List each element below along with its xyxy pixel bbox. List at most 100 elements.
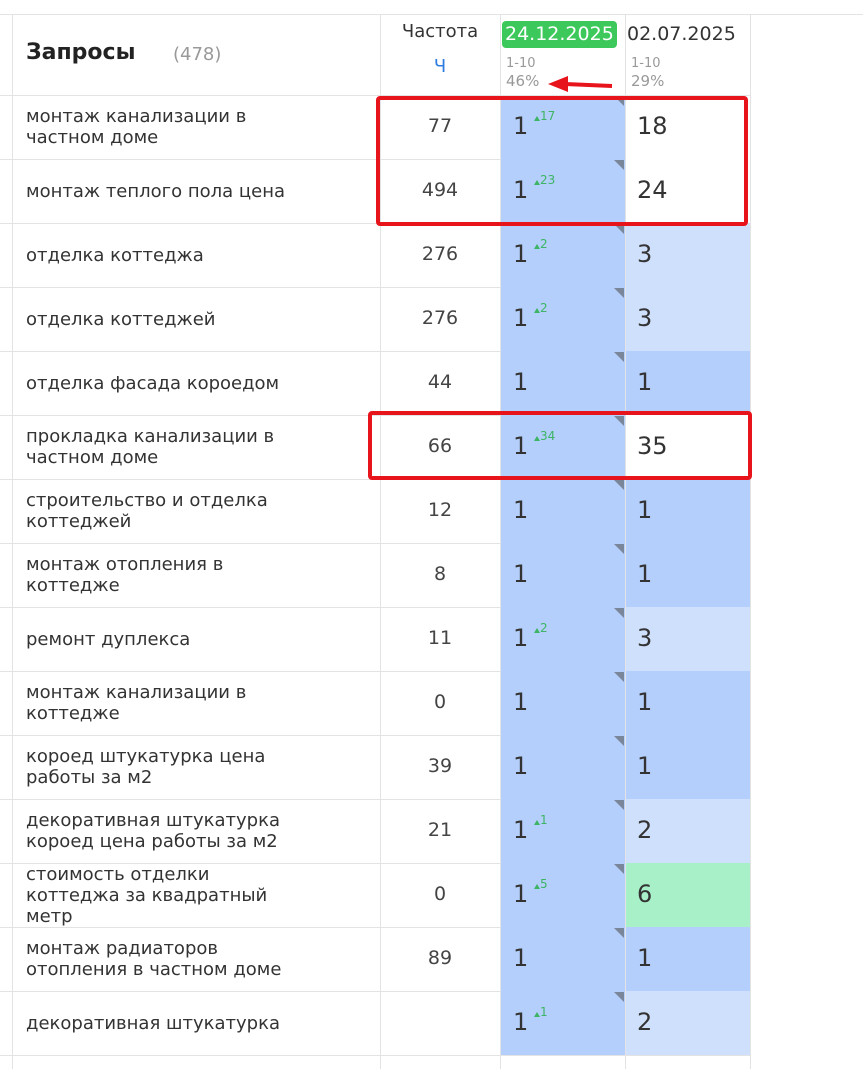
cell-corner bbox=[614, 928, 624, 938]
position: 2 bbox=[637, 816, 653, 844]
position: 1 bbox=[513, 560, 529, 588]
query-line: метр bbox=[26, 905, 73, 927]
date-range: 1-10 bbox=[506, 56, 536, 71]
change-arrow bbox=[534, 884, 540, 889]
position: 1 bbox=[513, 112, 529, 140]
position: 1 bbox=[637, 752, 653, 780]
query: строительство и отделка коттеджей bbox=[26, 479, 268, 543]
position: 1 bbox=[513, 304, 529, 332]
change: 23 bbox=[540, 173, 556, 187]
cell-bg bbox=[625, 95, 750, 159]
cell-corner bbox=[614, 800, 624, 810]
change: 34 bbox=[540, 429, 556, 443]
position: 3 bbox=[637, 240, 653, 268]
header-count: (478) bbox=[173, 44, 222, 65]
column-line bbox=[380, 14, 381, 1069]
change-arrow bbox=[534, 628, 540, 633]
arrow bbox=[564, 82, 613, 88]
query: прокладка канализации в частном доме bbox=[26, 415, 274, 479]
query-line: коттедже bbox=[26, 575, 120, 596]
position: 6 bbox=[637, 880, 653, 908]
position: 1 bbox=[637, 560, 653, 588]
cell-bg bbox=[500, 799, 625, 863]
cell-bg bbox=[500, 415, 625, 479]
frequency: 494 bbox=[421, 179, 459, 201]
query: отделка фасада короедом bbox=[26, 351, 279, 415]
frequency: 12 bbox=[427, 499, 453, 521]
frequency: 11 bbox=[427, 627, 453, 649]
query-line: короед цена работы за м2 bbox=[26, 831, 278, 852]
cell-corner bbox=[614, 352, 624, 362]
position: 1 bbox=[513, 816, 529, 844]
query-line: стоимость отделки bbox=[26, 863, 210, 885]
header-line bbox=[0, 14, 863, 15]
cell-bg bbox=[625, 543, 750, 607]
frequency: 0 bbox=[433, 883, 447, 905]
cell-bg bbox=[500, 95, 625, 159]
cell-corner bbox=[614, 96, 624, 106]
position: 1 bbox=[637, 944, 653, 972]
highlight-box bbox=[368, 411, 752, 480]
date-share: 46% bbox=[506, 72, 540, 90]
cell-corner bbox=[614, 416, 624, 426]
header-line bbox=[0, 95, 750, 96]
query-line: прокладка канализации в bbox=[26, 426, 275, 447]
query-line: отопления в частном доме bbox=[26, 959, 282, 980]
row-line bbox=[0, 1055, 750, 1056]
query-line: коттеджей bbox=[26, 511, 132, 532]
query-line: декоративная штукатурка bbox=[26, 1012, 280, 1034]
cell-bg bbox=[625, 671, 750, 735]
cell-bg bbox=[625, 863, 750, 927]
change: 17 bbox=[540, 109, 556, 123]
cell-corner bbox=[614, 288, 624, 298]
date-range: 1-10 bbox=[631, 56, 661, 71]
cell-bg bbox=[625, 159, 750, 223]
query-line: монтаж радиаторов bbox=[26, 938, 218, 959]
frequency: 39 bbox=[427, 755, 453, 777]
change-arrow bbox=[534, 308, 540, 313]
change-arrow bbox=[534, 436, 540, 441]
change: 5 bbox=[540, 877, 548, 891]
row-line bbox=[0, 863, 750, 864]
position: 1 bbox=[513, 176, 529, 204]
query: монтаж канализации в частном доме bbox=[26, 95, 246, 159]
row-line bbox=[0, 223, 750, 224]
row-line bbox=[0, 351, 750, 352]
query-line: работы за м2 bbox=[26, 767, 153, 788]
query-line: отделка фасада короедом bbox=[26, 372, 280, 394]
column-line bbox=[500, 14, 501, 1069]
cell-bg bbox=[625, 223, 750, 287]
cell-bg bbox=[500, 927, 625, 991]
frequency: 276 bbox=[421, 243, 459, 265]
change-arrow bbox=[534, 244, 540, 249]
cell-bg bbox=[625, 479, 750, 543]
frequency: 89 bbox=[427, 947, 453, 969]
query-line: декоративная штукатурка bbox=[26, 810, 280, 831]
cell-bg bbox=[500, 479, 625, 543]
row-line bbox=[0, 287, 750, 288]
row-line bbox=[0, 159, 750, 160]
row-line bbox=[0, 927, 750, 928]
cell-bg bbox=[625, 415, 750, 479]
cell-corner bbox=[614, 992, 624, 1002]
frequency: 44 bbox=[427, 371, 453, 393]
frequency: 66 bbox=[427, 435, 453, 457]
query-line: монтаж отопления в bbox=[26, 554, 224, 575]
position: 1 bbox=[637, 688, 653, 716]
freq-sub: Ч bbox=[433, 56, 447, 77]
change-arrow bbox=[534, 820, 540, 825]
position: 1 bbox=[513, 944, 529, 972]
position: 1 bbox=[513, 432, 529, 460]
change: 1 bbox=[540, 1005, 548, 1019]
date-header: 24.12.2025 bbox=[502, 21, 617, 48]
column-line bbox=[750, 14, 751, 1069]
position: 1 bbox=[513, 624, 529, 652]
cell-corner bbox=[614, 544, 624, 554]
query-line: строительство и отделка bbox=[26, 490, 268, 511]
query: стоимость отделки коттеджа за квадратный м… bbox=[26, 863, 267, 927]
position: 3 bbox=[637, 624, 653, 652]
query-line: коттедже bbox=[26, 703, 120, 724]
cell-bg bbox=[500, 607, 625, 671]
query-line: отделка коттеджей bbox=[26, 308, 216, 330]
query: монтаж теплого пола цена bbox=[26, 159, 285, 223]
